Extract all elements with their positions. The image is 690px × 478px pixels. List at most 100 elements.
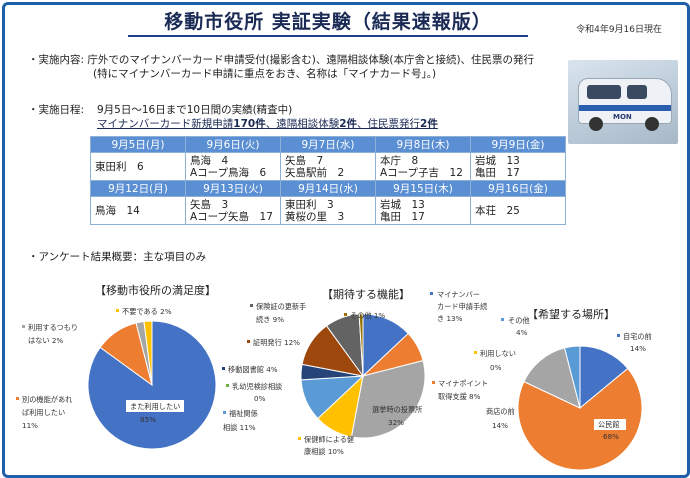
places-legend-dot-4 <box>474 351 477 354</box>
functions-label-3b: 32% <box>388 418 404 427</box>
result-text-3: 、住民票発行 <box>357 118 421 130</box>
schedule-cell-week2-2: 東田利 3 黄桜の里 3 <box>280 196 376 225</box>
schedule-header-week2-0: 9月12日(月) <box>90 180 186 197</box>
schedule-entry: 矢島 7 <box>285 154 324 167</box>
vehicle-photo: MON <box>568 60 678 144</box>
result-text-2: 、遠隔相談体験 <box>265 118 340 130</box>
schedule-header-week2-2: 9月14日(水) <box>280 180 376 197</box>
report-date: 令和4年9月16日現在 <box>576 25 662 35</box>
places-label-1a: 自宅の前 <box>623 332 652 341</box>
van-illustration: MON <box>578 78 672 131</box>
places-slice-2 <box>523 347 581 409</box>
satisfaction-label-main: また利用したい <box>130 402 180 411</box>
places-label-4a: 利用しない <box>480 349 516 358</box>
functions-label-7: 移動図書館 4% <box>228 365 278 374</box>
functions-legend-dot-10 <box>344 313 347 316</box>
functions-label-6b: 0% <box>254 394 266 403</box>
places-label-5a: その他 <box>508 316 530 325</box>
satisfaction-label-1c: 11% <box>22 421 38 430</box>
schedule-entry: Aコープ鳥海 6 <box>190 166 267 179</box>
schedule-cell-week1-1: 鳥海 4 Aコープ鳥海 6 <box>185 152 281 181</box>
places-label-2a: 公民館 <box>598 420 620 429</box>
schedule-label: ・実施日程: <box>28 104 85 116</box>
schedule-results: マイナンバーカード新規申請170件、遠隔相談体験2件、住民票発行2件 <box>97 116 438 131</box>
functions-legend-dot-9 <box>250 304 253 307</box>
functions-legend-dot-8 <box>247 340 250 343</box>
schedule-cell-week1-2: 矢島 7 矢島駅前 2 <box>280 152 376 181</box>
functions-legend-dot-6 <box>226 384 229 387</box>
schedule-entry: 本荘 25 <box>475 204 520 217</box>
schedule-entry: 東田利 3 <box>285 198 334 211</box>
schedule-entry: 東田利 6 <box>95 160 144 173</box>
schedule-header-week2-3: 9月15日(木) <box>375 180 471 197</box>
schedule-cell-week2-3: 岩城 13 亀田 17 <box>375 196 471 225</box>
result-count-remote: 2件 <box>339 118 358 130</box>
chart-title-satisfaction: 【移動市役所の満足度】 <box>95 284 216 297</box>
schedule-entry: 矢島 3 <box>190 198 229 211</box>
schedule-entry: 亀田 17 <box>475 166 520 179</box>
places-legend-dot-5 <box>501 318 504 321</box>
result-count-card: 170件 <box>233 118 266 130</box>
satisfaction-label-3: 不要である 2% <box>122 307 172 316</box>
content-line-1: ・実施内容: 庁外でのマイナンバーカード申請受付(撮影含む)、遠隔相談体験(本庁… <box>28 54 535 66</box>
schedule-entry: 鳥海 14 <box>95 204 140 217</box>
functions-label-4a: 保健師による健 <box>304 435 354 444</box>
satisfaction-legend-dot-1 <box>16 397 19 400</box>
functions-label-2a: マイナポイント <box>438 379 488 388</box>
satisfaction-legend-dot-3 <box>116 309 119 312</box>
functions-legend-dot-7 <box>222 367 225 370</box>
schedule-entry: 矢島駅前 2 <box>285 166 345 179</box>
schedule-cell-week1-3: 本庁 8 Aコープ子吉 12 <box>375 152 471 181</box>
schedule-header-week2-1: 9月13日(火) <box>185 180 281 197</box>
functions-legend-dot-2 <box>432 381 435 384</box>
schedule-entry: Aコープ矢島 17 <box>190 210 273 223</box>
schedule-header-week1-2: 9月7日(水) <box>280 136 376 153</box>
satisfaction-label-main-pct: 85% <box>140 415 156 424</box>
functions-label-2b: 取得支援 8% <box>438 392 481 401</box>
page-title: 移動市役所 実証実験（結果速報版） <box>128 9 528 37</box>
functions-legend-dot-5 <box>223 411 226 414</box>
satisfaction-label-2a: 利用するつもり <box>28 323 78 332</box>
result-count-resident: 2件 <box>420 118 438 130</box>
functions-label-9b: 続き 9% <box>256 315 284 324</box>
functions-label-1a: マイナンバー <box>437 290 480 299</box>
places-slice-4 <box>563 345 581 409</box>
schedule-entry: 岩城 13 <box>380 198 425 211</box>
result-text-1: マイナンバーカード新規申請 <box>97 118 234 130</box>
schedule-cell-week2-0: 鳥海 14 <box>90 196 186 225</box>
functions-label-8: 証明発行 12% <box>253 338 300 347</box>
schedule-entry: 岩城 13 <box>475 154 520 167</box>
schedule-entry: 本庁 8 <box>380 154 419 167</box>
schedule-header-week1-3: 9月8日(木) <box>375 136 471 153</box>
places-main-label-bg <box>594 419 626 430</box>
functions-label-5a: 福祉関係 <box>229 409 258 418</box>
places-label-4b: 0% <box>490 363 502 372</box>
satisfaction-label-1a: 別の機能があれ <box>22 395 72 404</box>
schedule-cell-week1-4: 岩城 13 亀田 17 <box>470 152 566 181</box>
functions-label-6a: 乳幼児検診相談 <box>232 382 282 391</box>
schedule-summary: 9月5日～16日まで10日間の実績(精査中) <box>97 104 293 116</box>
places-legend-dot-1 <box>617 334 620 337</box>
schedule-header-week1-4: 9月9日(金) <box>470 136 566 153</box>
functions-label-5b: 相談 11% <box>223 423 256 432</box>
functions-label-3a: 選挙時の投票所 <box>372 405 422 414</box>
functions-label-1c: き 13% <box>437 314 463 323</box>
functions-label-4b: 康相談 10% <box>304 447 344 456</box>
chart-title-places: 【希望する場所】 <box>527 308 615 321</box>
schedule-table: 9月5日(月) 9月6日(火) 9月7日(水) 9月8日(木) 9月9日(金) 東田利 6… <box>90 136 566 225</box>
schedule-entry: 黄桜の里 3 <box>285 210 345 223</box>
functions-slice-9 <box>358 313 364 377</box>
chart-title-functions: 【期待する機能】 <box>322 288 410 301</box>
schedule-entry: 鳥海 4 <box>190 154 229 167</box>
functions-label-9a: 保険証の更新手 <box>256 302 306 311</box>
places-label-3b: 14% <box>492 421 508 430</box>
places-slice-0 <box>579 345 629 410</box>
places-label-1b: 14% <box>630 344 646 353</box>
content-line-2: (特にマイナンバーカード申請に重点をおき、名称は「マイナカード号」。) <box>93 68 437 80</box>
satisfaction-slice-0 <box>87 320 217 450</box>
functions-legend-dot-3 <box>366 407 369 410</box>
schedule-header-week1-0: 9月5日(月) <box>90 136 186 153</box>
places-label-5b: 4% <box>516 328 528 337</box>
